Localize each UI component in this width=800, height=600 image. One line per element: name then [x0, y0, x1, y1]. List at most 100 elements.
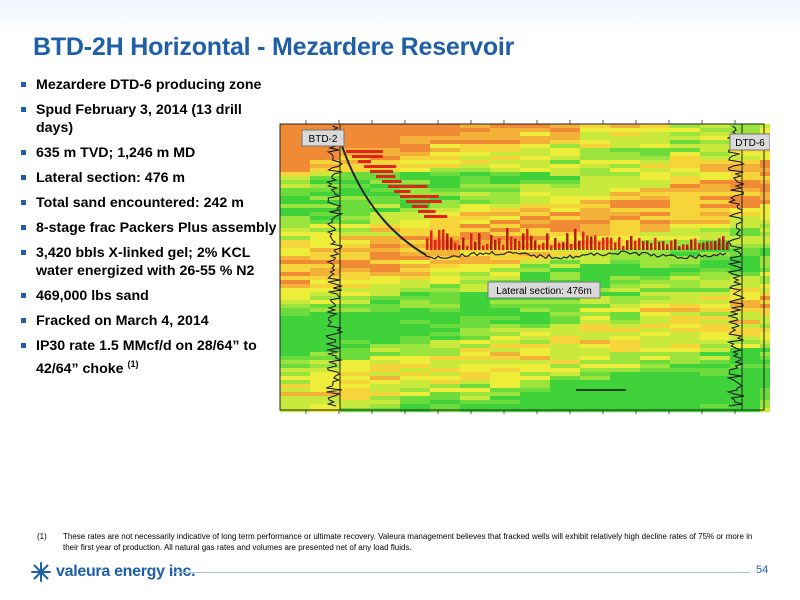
facies-cell [610, 264, 641, 269]
facies-cell [310, 352, 341, 357]
facies-cell [280, 360, 311, 365]
gamma-spike [622, 245, 625, 250]
facies-cell [460, 248, 491, 253]
facies-cell [580, 332, 611, 337]
facies-cell [640, 196, 671, 201]
facies-cell [610, 164, 641, 169]
facies-cell [370, 184, 401, 189]
facies-cell [370, 252, 401, 257]
facies-cell [760, 124, 770, 129]
gamma-spike [718, 238, 721, 250]
footnote-mark: (1) [37, 532, 47, 541]
facies-cell [370, 152, 401, 157]
facies-cell [610, 188, 641, 193]
facies-cell [430, 364, 461, 369]
facies-cell [730, 196, 761, 201]
bullet-item: 3,420 bbls X-linked gel; 2% KCL water en… [16, 244, 278, 280]
facies-cell [460, 188, 491, 193]
facies-cell [550, 188, 581, 193]
facies-cell [370, 384, 401, 389]
facies-cell [490, 344, 521, 349]
gamma-spike [726, 241, 729, 250]
facies-cell [640, 308, 671, 313]
facies-cell [430, 324, 461, 329]
facies-cell [520, 308, 551, 313]
gamma-spike [542, 242, 545, 250]
facies-cell [760, 176, 770, 181]
facies-cell [340, 308, 371, 313]
facies-cell [460, 256, 491, 261]
facies-cell [310, 164, 341, 169]
facies-cell [340, 208, 371, 213]
facies-cell [580, 212, 611, 217]
facies-cell [370, 280, 401, 285]
facies-cell [760, 396, 770, 401]
facies-cell [460, 140, 491, 145]
facies-cell [400, 168, 431, 173]
facies-cell [280, 260, 311, 265]
facies-cell [310, 224, 341, 229]
facies-cell [520, 340, 551, 345]
facies-cell [700, 208, 731, 213]
facies-cell [370, 204, 401, 209]
facies-cell [520, 140, 551, 145]
facies-cell [490, 400, 521, 405]
facies-cell [760, 204, 770, 209]
facies-cell [760, 200, 770, 205]
facies-cell [340, 220, 371, 225]
facies-cell [490, 176, 521, 181]
facies-cell [670, 172, 701, 177]
facies-cell [310, 280, 341, 285]
facies-cell [730, 296, 761, 301]
facies-cell [760, 160, 770, 165]
facies-cell [580, 156, 611, 161]
facies-cell [580, 248, 611, 253]
facies-cell [340, 344, 371, 349]
facies-cell [400, 236, 431, 241]
facies-cell [550, 216, 581, 221]
facies-cell [370, 212, 401, 217]
facies-cell [760, 328, 770, 333]
facies-cell [730, 188, 761, 193]
facies-cell [490, 244, 521, 249]
facies-cell [430, 320, 461, 325]
facies-cell [280, 276, 311, 281]
facies-cell [310, 292, 341, 297]
facies-cell [730, 208, 761, 213]
facies-cell [550, 224, 581, 229]
facies-cell [610, 220, 641, 225]
facies-cell [340, 284, 371, 289]
facies-cell [340, 168, 371, 173]
facies-cell [640, 160, 671, 165]
facies-cell [460, 128, 491, 133]
facies-cell [430, 220, 461, 225]
facies-cell [340, 216, 371, 221]
facies-cell [550, 276, 581, 281]
facies-cell [670, 312, 701, 317]
facies-cell [700, 284, 731, 289]
facies-cell [340, 260, 371, 265]
facies-cell [610, 140, 641, 145]
facies-cell [730, 348, 761, 353]
gamma-spike [706, 241, 709, 250]
facies-cell [730, 360, 761, 365]
facies-cell [280, 140, 311, 145]
facies-cell [580, 352, 611, 357]
bullet-marker [21, 293, 26, 298]
facies-cell [550, 360, 581, 365]
facies-cell [700, 272, 731, 277]
facies-cell [310, 308, 341, 313]
facies-cell [700, 224, 731, 229]
facies-cell [280, 184, 311, 189]
facies-cell [280, 372, 311, 377]
facies-cell [730, 252, 761, 257]
facies-cell [400, 228, 431, 233]
bullet-marker [21, 318, 26, 323]
facies-cell [520, 268, 551, 273]
facies-cell [670, 232, 701, 237]
facies-cell [640, 272, 671, 277]
facies-cell [700, 308, 731, 313]
facies-cell [340, 144, 371, 149]
facies-cell [280, 196, 311, 201]
facies-cell [400, 260, 431, 265]
